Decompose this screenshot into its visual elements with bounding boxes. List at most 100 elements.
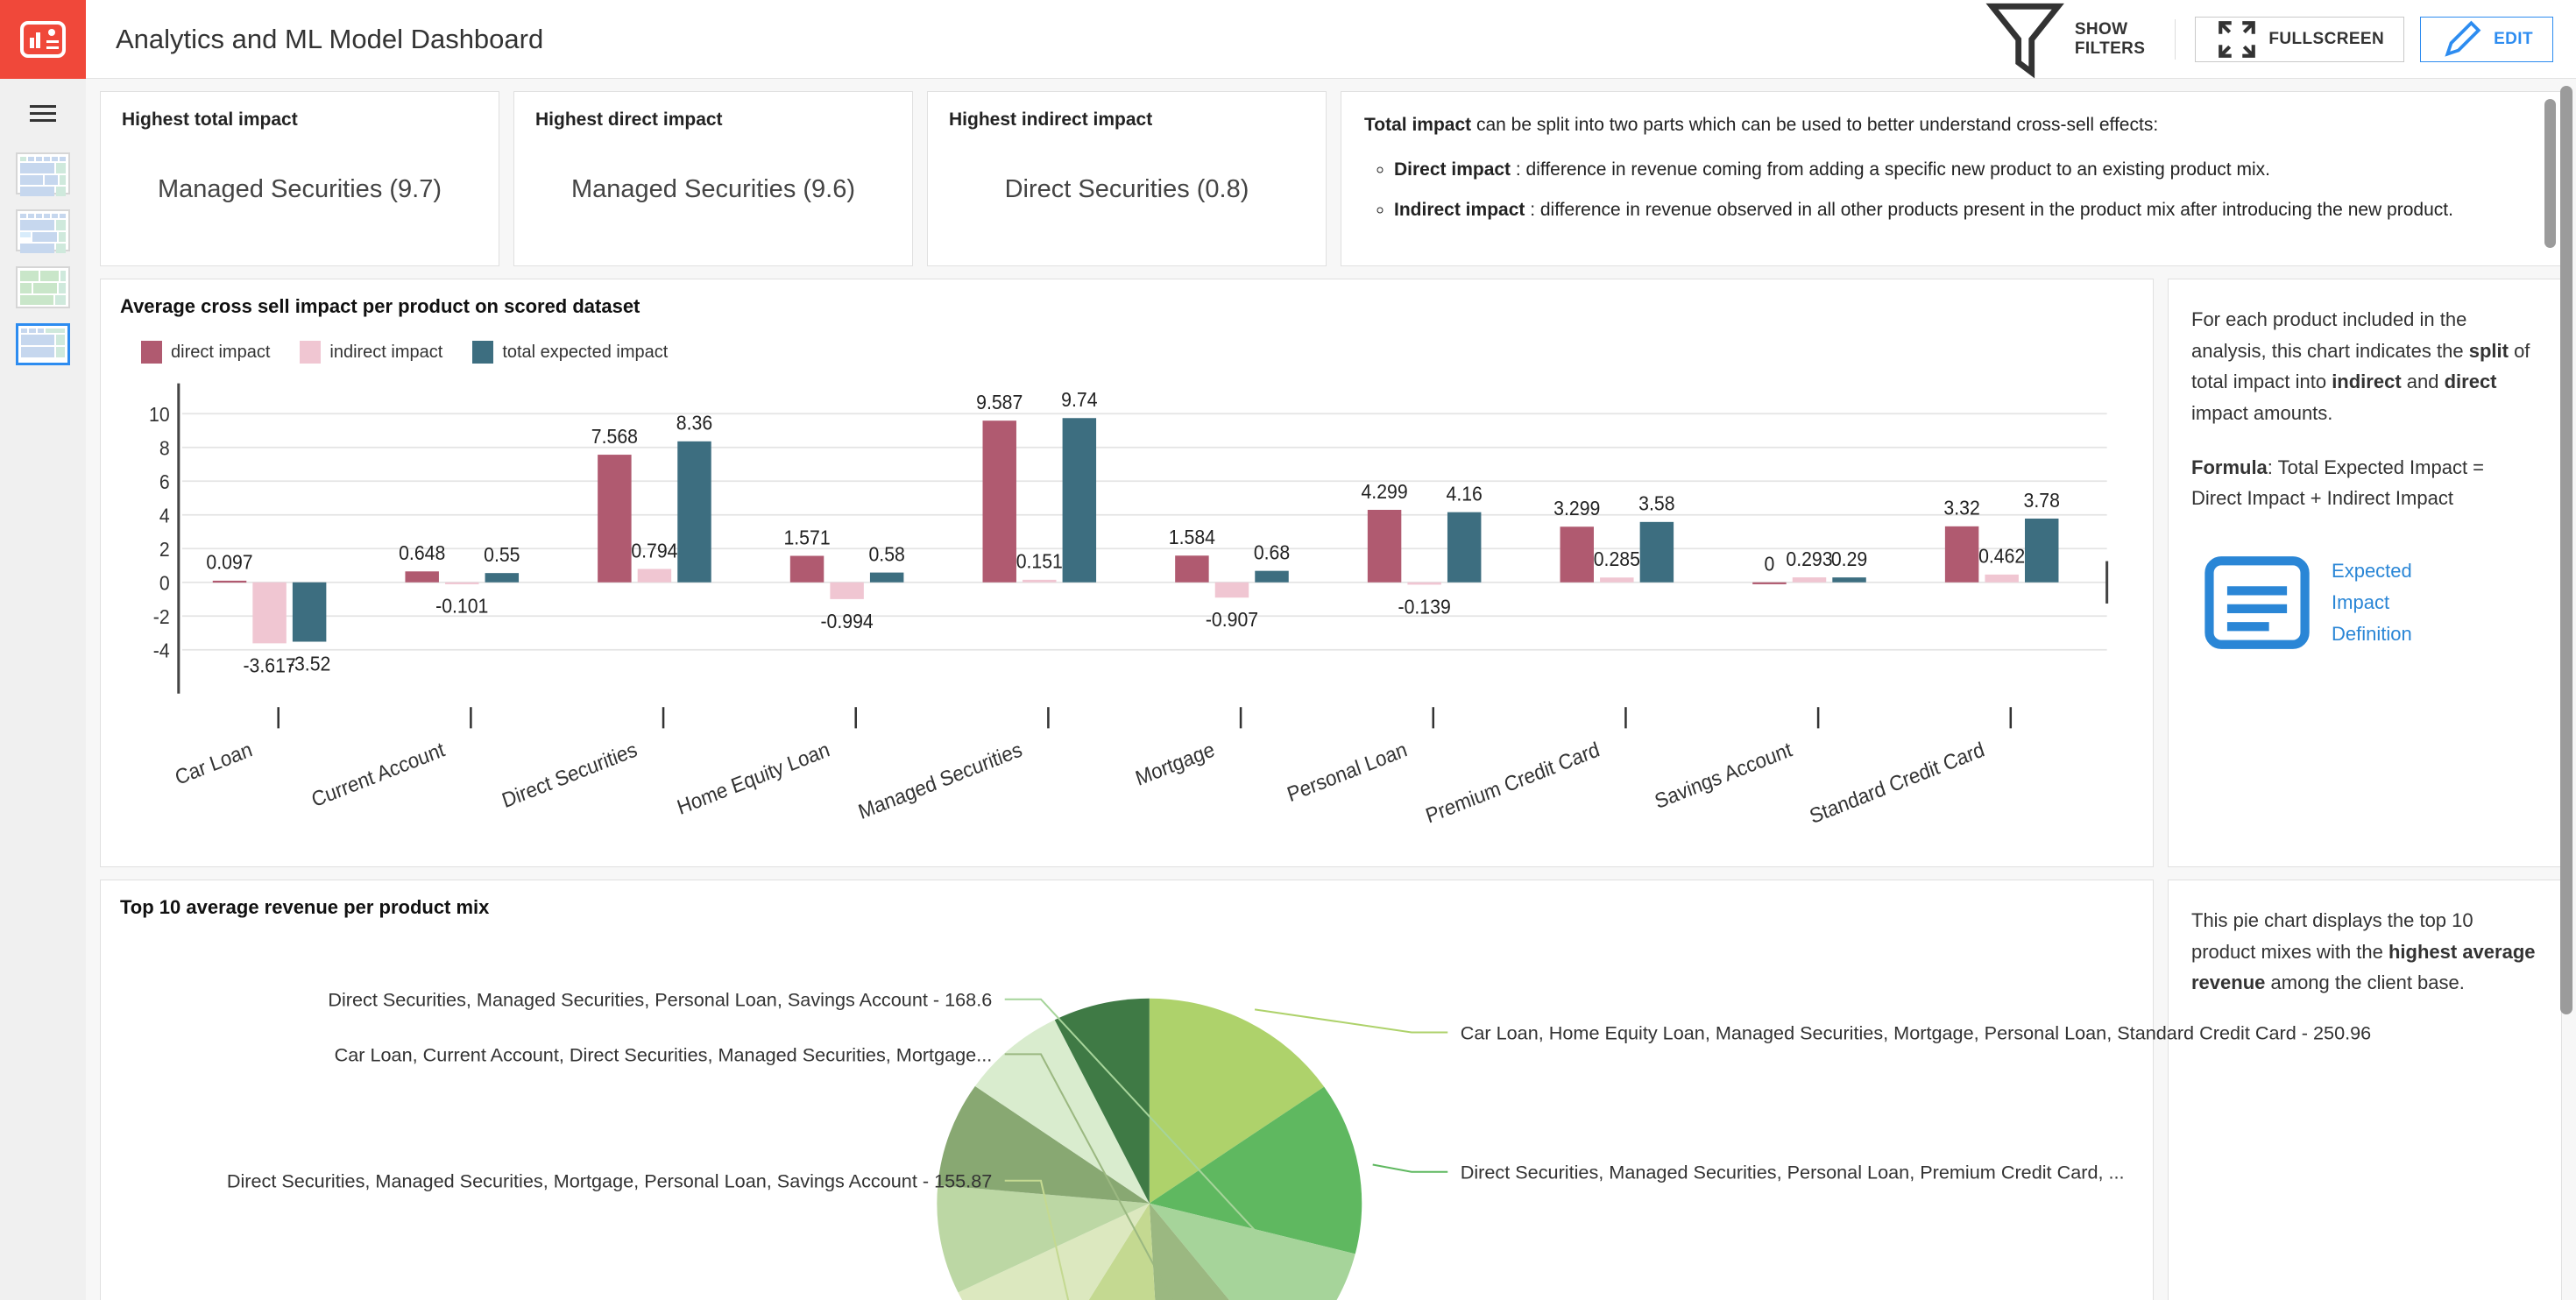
bullet-text: : difference in revenue observed in all … [1525, 200, 2453, 221]
bar-chart-card: Average cross sell impact per product on… [100, 279, 2154, 867]
svg-text:-0.907: -0.907 [1206, 608, 1258, 631]
show-filters-button[interactable]: SHOW FILTERS [1963, 0, 2168, 81]
legend-swatch-direct [141, 341, 162, 364]
info-lead-text: can be split into two parts which can be… [1471, 115, 2159, 135]
info-bullet-list: Direct impact : difference in revenue co… [1394, 156, 2538, 225]
legend-label: direct impact [171, 342, 271, 362]
dashboard-logo-icon [20, 21, 66, 58]
svg-text:0.648: 0.648 [399, 541, 445, 564]
svg-text:Car Loan, Current Account, Dir: Car Loan, Current Account, Direct Securi… [335, 1045, 993, 1066]
top-bar: Analytics and ML Model Dashboard SHOW FI… [86, 0, 2576, 79]
svg-text:Direct Securities: Direct Securities [499, 738, 640, 813]
pie-desc-text-1: This pie chart displays the top 10 produ… [2191, 909, 2473, 963]
svg-text:7.568: 7.568 [591, 425, 638, 448]
info-lead-term: Total impact [1364, 115, 1472, 135]
kpi-card-total-impact: Highest total impact Managed Securities … [100, 91, 499, 266]
svg-text:Direct Securities, Managed Sec: Direct Securities, Managed Securities, M… [227, 1171, 992, 1192]
svg-text:0.55: 0.55 [484, 543, 520, 566]
desc-bold-split: split [2468, 339, 2509, 362]
svg-text:0.794: 0.794 [631, 539, 677, 562]
svg-text:-4: -4 [153, 639, 170, 662]
desc-bold-indirect: indirect [2332, 371, 2402, 393]
document-icon [2204, 555, 2310, 649]
hamburger-menu-icon[interactable] [0, 79, 86, 147]
app-logo[interactable] [0, 0, 86, 79]
svg-text:0.285: 0.285 [1594, 548, 1640, 570]
legend-label: total expected impact [502, 342, 669, 362]
pie-chart-card: Top 10 average revenue per product mix C… [100, 880, 2371, 1300]
link-label: Expected Impact Definition [2332, 560, 2412, 645]
bar-chart-plot: -4 -2 0 2 4 6 8 10 0.097 -3.617 -3.52 Car Loan 0.648… [120, 378, 2134, 859]
svg-text:3.58: 3.58 [1638, 492, 1674, 515]
svg-text:9.74: 9.74 [1061, 388, 1097, 411]
svg-text:Premium Credit Card: Premium Credit Card [1423, 738, 1603, 828]
svg-text:8.36: 8.36 [676, 412, 712, 435]
svg-text:1.584: 1.584 [1169, 526, 1215, 548]
desc-bold-direct: direct [2444, 371, 2497, 393]
legend-item-indirect[interactable]: indirect impact [300, 341, 442, 364]
svg-text:4.299: 4.299 [1361, 480, 1407, 503]
bar-chart-title: Average cross sell impact per product on… [120, 295, 640, 317]
svg-text:0.097: 0.097 [206, 551, 252, 574]
svg-text:-3.617: -3.617 [243, 654, 295, 677]
legend-item-direct[interactable]: direct impact [141, 341, 270, 364]
bullet-text: : difference in revenue coming from addi… [1511, 159, 2270, 180]
bullet-term: Indirect impact [1394, 200, 1525, 221]
page-thumbnail-1[interactable] [16, 152, 70, 196]
expected-impact-definition-link[interactable]: Expected Impact Definition [2191, 537, 2449, 668]
show-filters-label: SHOW FILTERS [2074, 19, 2146, 58]
svg-text:Standard Credit Card: Standard Credit Card [1807, 738, 1987, 829]
kpi-card-direct-impact: Highest direct impact Managed Securities… [513, 91, 913, 266]
kpi-value: Managed Securities (9.7) [158, 174, 442, 203]
pie-chart-plot: Car Loan, Home Equity Loan, Managed Secu… [101, 942, 2371, 1300]
svg-text:Savings Account: Savings Account [1652, 737, 1795, 813]
svg-text:-2: -2 [153, 605, 170, 628]
edit-button[interactable]: EDIT [2420, 16, 2553, 62]
svg-text:0: 0 [159, 572, 170, 595]
left-rail [0, 0, 86, 1300]
page-title: Analytics and ML Model Dashboard [116, 23, 544, 54]
svg-text:0.58: 0.58 [868, 543, 904, 566]
svg-text:6: 6 [159, 470, 170, 493]
svg-text:0: 0 [1765, 553, 1775, 576]
page-thumbnail-3[interactable] [16, 266, 70, 308]
page-thumbnail-4[interactable] [16, 323, 70, 365]
svg-text:10: 10 [149, 403, 170, 426]
svg-text:Managed Securities: Managed Securities [855, 738, 1024, 824]
svg-text:-0.994: -0.994 [820, 610, 873, 632]
svg-text:-3.52: -3.52 [288, 653, 330, 675]
bar-desc-formula: Formula: Total Expected Impact = Direct … [2191, 452, 2538, 514]
svg-text:8: 8 [159, 437, 170, 460]
fullscreen-button[interactable]: FULLSCREEN [2195, 16, 2405, 62]
kpi-row: Highest total impact Managed Securities … [100, 91, 2562, 266]
svg-text:-0.139: -0.139 [1398, 596, 1451, 618]
svg-text:Mortgage: Mortgage [1132, 738, 1217, 790]
svg-text:0.29: 0.29 [1831, 548, 1867, 570]
kpi-label: Highest direct impact [535, 110, 723, 130]
pie-chart-description-card: This pie chart displays the top 10 produ… [2168, 880, 2562, 1300]
svg-text:3.78: 3.78 [2024, 489, 2060, 512]
svg-text:0.68: 0.68 [1254, 541, 1290, 564]
info-bullet-direct: Direct impact : difference in revenue co… [1394, 156, 2538, 185]
svg-text:2: 2 [159, 538, 170, 561]
page-scrollbar-thumb[interactable] [2560, 86, 2572, 1014]
fullscreen-icon [2219, 20, 2256, 58]
svg-text:3.32: 3.32 [1943, 497, 1979, 519]
dashboard-content: Highest total impact Managed Securities … [86, 79, 2576, 1300]
info-card-scrollbar[interactable] [2544, 99, 2556, 248]
legend-swatch-indirect [300, 341, 322, 364]
page-scrollbar[interactable] [2560, 79, 2572, 1300]
total-impact-info-card: Total impact can be split into two parts… [1341, 91, 2562, 266]
kpi-label: Highest total impact [122, 110, 298, 130]
main-area: Analytics and ML Model Dashboard SHOW FI… [86, 0, 2576, 1300]
page-thumbnail-2[interactable] [16, 209, 70, 253]
svg-text:Personal Loan: Personal Loan [1284, 738, 1410, 807]
kpi-value: Managed Securities (9.6) [571, 174, 855, 203]
svg-text:9.587: 9.587 [976, 391, 1023, 413]
desc-text-4: impact amounts. [2191, 401, 2333, 424]
formula-term: Formula [2191, 456, 2268, 478]
pie-desc-bold: highest average revenue [2191, 940, 2536, 994]
legend-item-total[interactable]: total expected impact [472, 341, 668, 364]
svg-text:4: 4 [159, 505, 170, 527]
svg-text:Current Account: Current Account [308, 737, 448, 811]
